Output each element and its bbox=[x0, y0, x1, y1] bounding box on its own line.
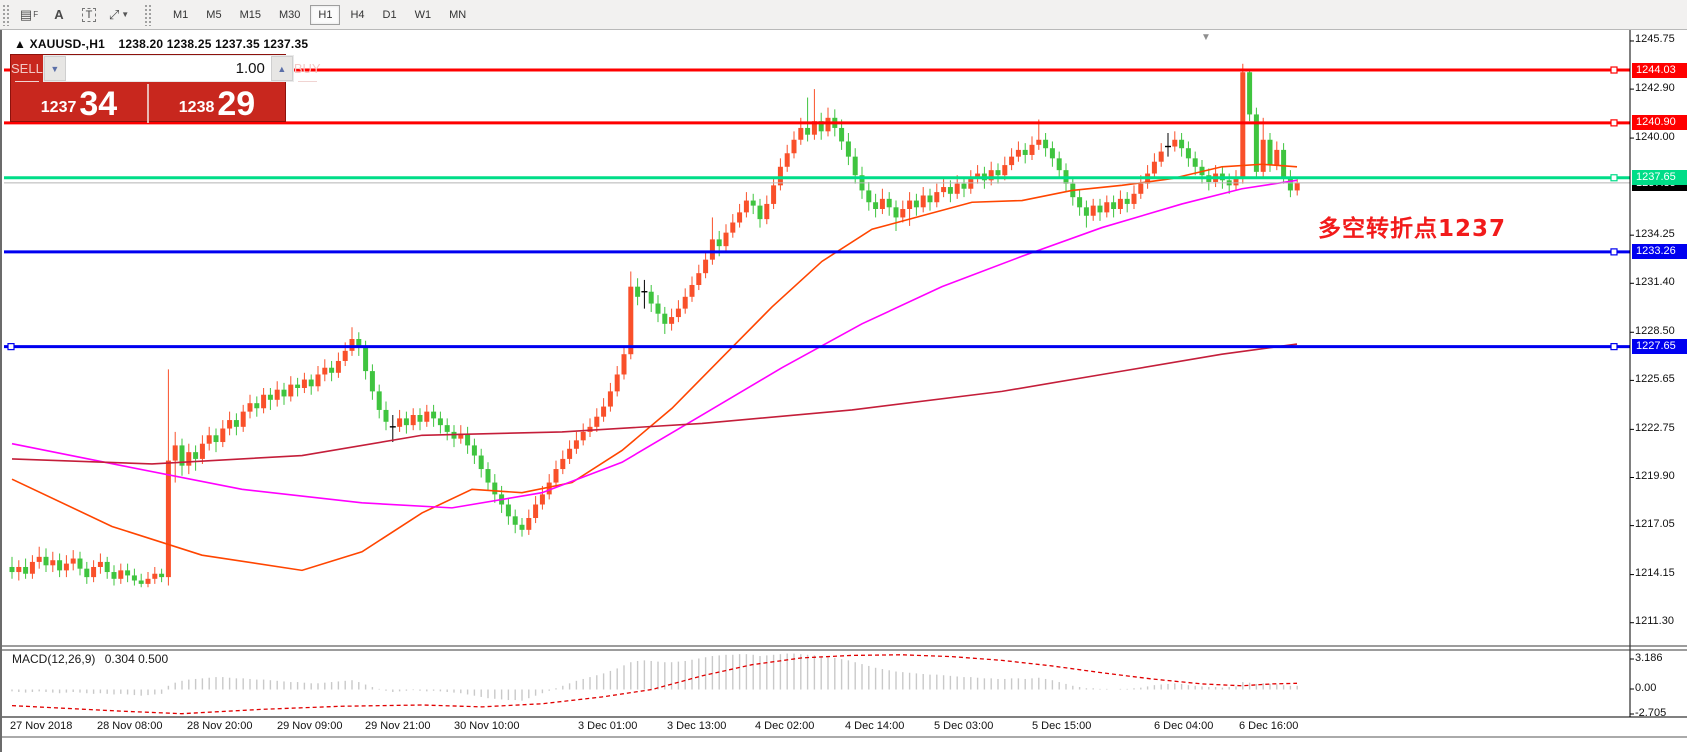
price-tick-label: 1225.65 bbox=[1635, 372, 1675, 385]
price-chart[interactable] bbox=[2, 30, 1687, 752]
time-axis-label: 28 Nov 08:00 bbox=[97, 720, 163, 732]
price-badge: 1227.65 bbox=[1632, 339, 1687, 355]
macd-indicator-label: MACD(12,26,9) 0.304 0.500 bbox=[12, 652, 168, 666]
text-a-icon[interactable]: A bbox=[54, 7, 64, 22]
macd-tick-label: 3.186 bbox=[1635, 651, 1663, 664]
price-tick-label: 1234.25 bbox=[1635, 227, 1675, 240]
time-axis-label: 28 Nov 20:00 bbox=[187, 720, 253, 732]
sell-button[interactable]: SELL bbox=[11, 55, 43, 82]
sell-price[interactable]: 1237 34 bbox=[11, 82, 147, 123]
toolbar: ▤ F A T ⤢ ▼ M1 M5 M15 M30 H1 H4 D1 W1 MN bbox=[0, 0, 1687, 30]
price-tick-label: 1217.05 bbox=[1635, 518, 1675, 531]
arrows-dropdown-icon[interactable]: ⤢ ▼ bbox=[108, 6, 130, 22]
panel-divider bbox=[147, 84, 149, 123]
sell-price-small: 1237 bbox=[40, 99, 77, 116]
time-axis-label: 5 Dec 15:00 bbox=[1032, 720, 1092, 732]
price-badge: 1244.03 bbox=[1632, 62, 1687, 78]
time-axis-label: 27 Nov 2018 bbox=[10, 720, 73, 732]
price-tick-label: 1240.00 bbox=[1635, 130, 1675, 143]
chart-title: ▲ XAUUSD-,H1 1238.20 1238.25 1237.35 123… bbox=[14, 37, 308, 51]
price-badge: 1240.90 bbox=[1632, 115, 1687, 131]
volume-control: ▼ ▲ bbox=[42, 55, 294, 82]
time-axis-label: 3 Dec 01:00 bbox=[578, 720, 638, 732]
buy-price-big: 29 bbox=[217, 85, 256, 123]
volume-increase-button[interactable]: ▲ bbox=[270, 56, 293, 81]
macd-name: MACD(12,26,9) bbox=[12, 652, 96, 666]
price-tick-label: 1231.40 bbox=[1635, 275, 1675, 288]
scroll-to-end-icon[interactable]: ▼ bbox=[1201, 32, 1211, 43]
time-axis-label: 29 Nov 09:00 bbox=[277, 720, 343, 732]
chart-window: ▲ XAUUSD-,H1 1238.20 1238.25 1237.35 123… bbox=[0, 30, 1687, 752]
price-tick-label: 1211.30 bbox=[1635, 615, 1674, 628]
macd-tick-label: 0.00 bbox=[1635, 681, 1657, 694]
timeframe-M1[interactable]: M1 bbox=[173, 8, 189, 21]
price-tick-label: 1242.90 bbox=[1635, 81, 1675, 94]
price-tick-label: 1245.75 bbox=[1635, 33, 1675, 46]
time-axis-label: 29 Nov 21:00 bbox=[365, 720, 431, 732]
price-badge: 1233.26 bbox=[1632, 244, 1687, 260]
price-tick-label: 1222.75 bbox=[1635, 421, 1675, 434]
price-tick-label: 1214.15 bbox=[1635, 567, 1675, 580]
timeframe-M5[interactable]: M5 bbox=[206, 8, 222, 21]
trend-annotation-text[interactable]: 多空转折点1237 bbox=[1318, 216, 1507, 242]
time-axis-label: 4 Dec 14:00 bbox=[845, 720, 905, 732]
buy-button[interactable]: BUY bbox=[294, 55, 321, 82]
timeframe-bar: M1 M5 M15 M30 H1 H4 D1 W1 MN bbox=[164, 4, 475, 25]
time-axis-label: 4 Dec 02:00 bbox=[755, 720, 815, 732]
timeframe-H4[interactable]: H4 bbox=[350, 8, 365, 21]
timeframe-H1[interactable]: H1 bbox=[310, 4, 341, 25]
sell-price-big: 34 bbox=[79, 85, 118, 123]
volume-input[interactable] bbox=[65, 56, 271, 81]
buy-price[interactable]: 1238 29 bbox=[149, 82, 285, 123]
timeframe-D1[interactable]: D1 bbox=[382, 8, 397, 21]
time-axis-label: 3 Dec 13:00 bbox=[667, 720, 727, 732]
price-tick-label: 1228.50 bbox=[1635, 324, 1675, 337]
time-axis-label: 6 Dec 16:00 bbox=[1239, 720, 1299, 732]
time-axis-label: 6 Dec 04:00 bbox=[1154, 720, 1214, 732]
timeframe-M30[interactable]: M30 bbox=[278, 8, 301, 21]
toolbar-grip[interactable] bbox=[144, 3, 152, 26]
one-click-trade-panel: SELL ▼ ▲ BUY 1237 34 1238 29 bbox=[10, 54, 321, 123]
time-axis-label: 5 Dec 03:00 bbox=[934, 720, 994, 732]
toolbar-grip[interactable] bbox=[2, 3, 10, 26]
volume-decrease-button[interactable]: ▼ bbox=[43, 56, 66, 81]
time-axis-label: 30 Nov 10:00 bbox=[454, 720, 520, 732]
price-tick-label: 1219.90 bbox=[1635, 469, 1675, 482]
macd-values: 0.304 0.500 bbox=[104, 652, 169, 666]
timeframe-MN[interactable]: MN bbox=[449, 8, 467, 21]
chevron-down-icon: ▼ bbox=[121, 10, 130, 19]
timeframe-M15[interactable]: M15 bbox=[239, 8, 261, 21]
macd-tick-label: -2.705 bbox=[1635, 706, 1667, 719]
buy-price-small: 1238 bbox=[178, 99, 215, 116]
text-box-icon[interactable]: T bbox=[76, 3, 102, 27]
symbol-label: ▲ XAUUSD-,H1 bbox=[14, 37, 105, 51]
grid-f-icon[interactable]: ▤ F bbox=[19, 6, 39, 22]
price-badge: 1237.65 bbox=[1632, 170, 1687, 186]
timeframe-W1[interactable]: W1 bbox=[414, 8, 432, 21]
ohlc-quotes: 1238.20 1238.25 1237.35 1237.35 bbox=[118, 37, 309, 51]
